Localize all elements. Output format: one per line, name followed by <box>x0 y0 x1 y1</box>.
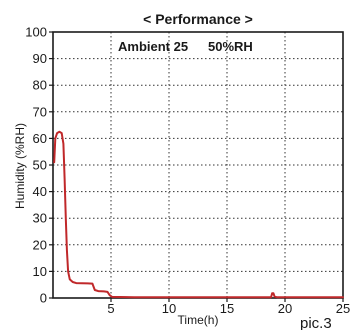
grid <box>53 32 343 298</box>
y-tick-label: 30 <box>33 211 47 226</box>
figure-caption: pic.3 <box>300 315 332 330</box>
y-tick-label: 80 <box>33 78 47 93</box>
series-line-humidity <box>53 130 344 299</box>
y-tick-label: 20 <box>33 237 47 252</box>
x-tick-label: 20 <box>278 301 292 316</box>
x-tick-label: 25 <box>336 301 350 316</box>
y-tick-label: 90 <box>33 51 47 66</box>
annotation-ambient: Ambient 25 <box>118 39 188 54</box>
y-axis-label: Humidity (%RH) <box>13 123 27 209</box>
y-tick-label: 0 <box>40 291 47 306</box>
y-tick-label: 100 <box>25 25 47 40</box>
y-axis-ticks: 0 10 20 30 40 50 60 70 80 90 100 <box>25 25 53 306</box>
y-tick-label: 60 <box>33 131 47 146</box>
chart-title: < Performance > <box>143 11 253 27</box>
y-tick-label: 10 <box>33 264 47 279</box>
x-axis-label: Time(h) <box>178 313 219 327</box>
y-tick-label: 40 <box>33 184 47 199</box>
y-tick-label: 50 <box>33 158 47 173</box>
annotation-humidity: 50%RH <box>208 39 253 54</box>
x-axis-ticks: 5 10 15 20 25 <box>107 298 350 316</box>
x-tick-label: 15 <box>220 301 234 316</box>
y-tick-label: 70 <box>33 104 47 119</box>
x-tick-label: 10 <box>162 301 176 316</box>
x-tick-label: 5 <box>107 301 114 316</box>
